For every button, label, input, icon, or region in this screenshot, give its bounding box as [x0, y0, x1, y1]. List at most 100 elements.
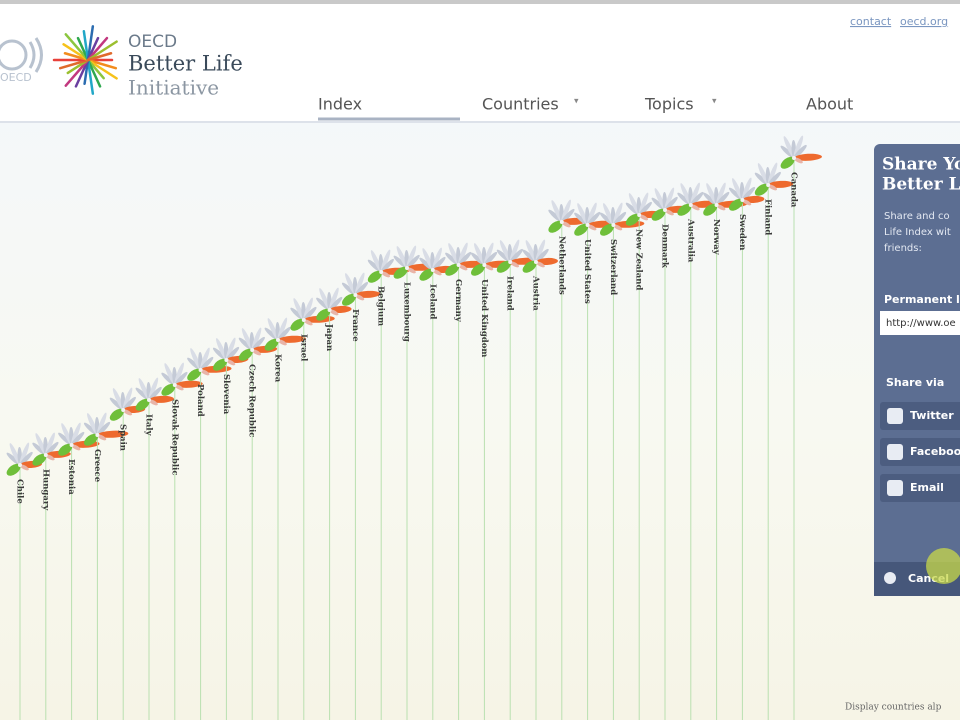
country-label[interactable]: Japan — [324, 323, 334, 351]
country-label[interactable]: United States — [582, 239, 592, 304]
flower[interactable]: Ireland — [495, 239, 542, 720]
flower[interactable]: Korea — [262, 317, 306, 720]
petal — [97, 430, 129, 438]
share-button[interactable]: Faceboo — [880, 438, 960, 466]
country-label[interactable]: Belgium — [376, 286, 386, 326]
flower[interactable]: Australia — [675, 182, 719, 720]
share-button[interactable]: Twitter — [880, 402, 960, 430]
country-label[interactable]: Slovak Republic — [169, 399, 179, 476]
petal — [252, 336, 265, 351]
petal — [200, 356, 214, 371]
petal — [612, 202, 623, 226]
button-label[interactable]: Faceboo — [910, 445, 960, 458]
petal — [677, 192, 691, 206]
flower[interactable]: Estonia — [56, 422, 100, 720]
flower[interactable]: Switzerland — [598, 202, 645, 720]
petal — [329, 296, 343, 311]
flower[interactable]: Finland — [753, 162, 794, 720]
nav-item[interactable]: Countries — [482, 95, 559, 114]
country-label[interactable]: New Zealand — [634, 229, 644, 290]
country-label[interactable]: Poland — [195, 384, 205, 417]
flower[interactable]: Japan — [314, 287, 352, 720]
sort-note[interactable]: Display countries alp — [845, 703, 942, 713]
country-label[interactable]: Greece — [92, 449, 102, 483]
flower[interactable]: Iceland — [417, 247, 455, 720]
flower[interactable]: Greece — [82, 412, 129, 720]
button-label[interactable]: Twitter — [910, 409, 954, 422]
flower-center — [508, 260, 513, 264]
country-label[interactable]: Ireland — [505, 276, 515, 311]
country-label[interactable]: Israel — [298, 334, 308, 362]
petal — [690, 204, 700, 211]
country-label[interactable]: Chile — [15, 479, 25, 504]
country-label[interactable]: Slovenia — [221, 374, 231, 415]
share-button[interactable]: Email — [880, 474, 960, 502]
emblem-text: OECD — [0, 71, 32, 84]
petal — [393, 266, 408, 279]
country-label[interactable]: Estonia — [66, 459, 76, 495]
petal — [97, 421, 111, 436]
flower[interactable]: United Kingdom — [469, 242, 513, 720]
flower[interactable]: Spain — [108, 387, 146, 720]
country-label[interactable]: United Kingdom — [479, 279, 489, 357]
petal — [277, 326, 291, 341]
top-link[interactable]: contact — [850, 15, 892, 28]
country-label[interactable]: Finland — [763, 199, 773, 235]
country-label[interactable]: Iceland — [427, 284, 437, 319]
flower[interactable]: Canada — [778, 135, 822, 720]
petal — [303, 306, 317, 321]
flower[interactable]: Chile — [4, 442, 42, 720]
flower[interactable]: Sweden — [727, 177, 765, 720]
flower[interactable]: France — [340, 272, 381, 720]
country-label[interactable]: France — [350, 309, 360, 342]
logo-ray — [58, 58, 90, 70]
country-label[interactable]: Australia — [685, 218, 695, 263]
country-label[interactable]: Hungary — [40, 469, 50, 511]
flower[interactable]: Israel — [288, 297, 335, 720]
petal — [754, 183, 769, 196]
button-label[interactable]: Email — [910, 481, 944, 494]
nav-item[interactable]: Topics — [644, 95, 694, 114]
petal — [587, 211, 601, 226]
petal — [84, 433, 98, 446]
country-label[interactable]: Spain — [118, 424, 128, 451]
country-label[interactable]: Austria — [531, 275, 541, 311]
panel-intro: friends: — [884, 243, 922, 254]
petal — [225, 337, 236, 361]
country-label[interactable]: Denmark — [660, 224, 670, 269]
country-label[interactable]: Italy — [144, 414, 154, 437]
petal — [406, 254, 420, 269]
cursor-highlight — [926, 548, 960, 584]
petal — [329, 309, 339, 316]
link-box[interactable] — [880, 311, 960, 335]
flower[interactable]: Slovenia — [211, 337, 249, 720]
petal — [639, 201, 652, 216]
petal — [406, 267, 416, 274]
flower[interactable]: Austria — [520, 239, 558, 720]
cancel-icon[interactable] — [884, 572, 896, 584]
flower-center — [198, 368, 203, 372]
flower-center — [482, 263, 487, 267]
top-link[interactable]: oecd.org — [900, 15, 948, 28]
country-label[interactable]: Switzerland — [608, 239, 618, 295]
country-label[interactable]: Norway — [711, 219, 721, 256]
flower[interactable]: Germany — [443, 242, 484, 720]
flower[interactable]: Netherlands — [546, 199, 587, 720]
nav-item[interactable]: Index — [318, 95, 362, 114]
link-value[interactable]: http://www.oe — [886, 318, 956, 329]
country-label[interactable]: Czech Republic — [247, 364, 257, 438]
country-label[interactable]: Netherlands — [556, 236, 566, 295]
petal — [19, 442, 30, 466]
flower[interactable]: Poland — [185, 347, 232, 720]
country-label[interactable]: Luxembourg — [402, 282, 412, 342]
flower[interactable]: Italy — [133, 377, 174, 720]
country-label[interactable]: Korea — [273, 354, 283, 383]
country-label[interactable]: Germany — [453, 279, 463, 323]
petal — [251, 327, 262, 351]
country-label[interactable]: Canada — [789, 172, 799, 208]
panel-title: Share Yo — [882, 155, 960, 175]
petal — [754, 172, 769, 186]
flower[interactable]: Slovak Republic — [159, 362, 203, 720]
country-label[interactable]: Sweden — [737, 214, 747, 250]
nav-item[interactable]: About — [806, 95, 853, 114]
